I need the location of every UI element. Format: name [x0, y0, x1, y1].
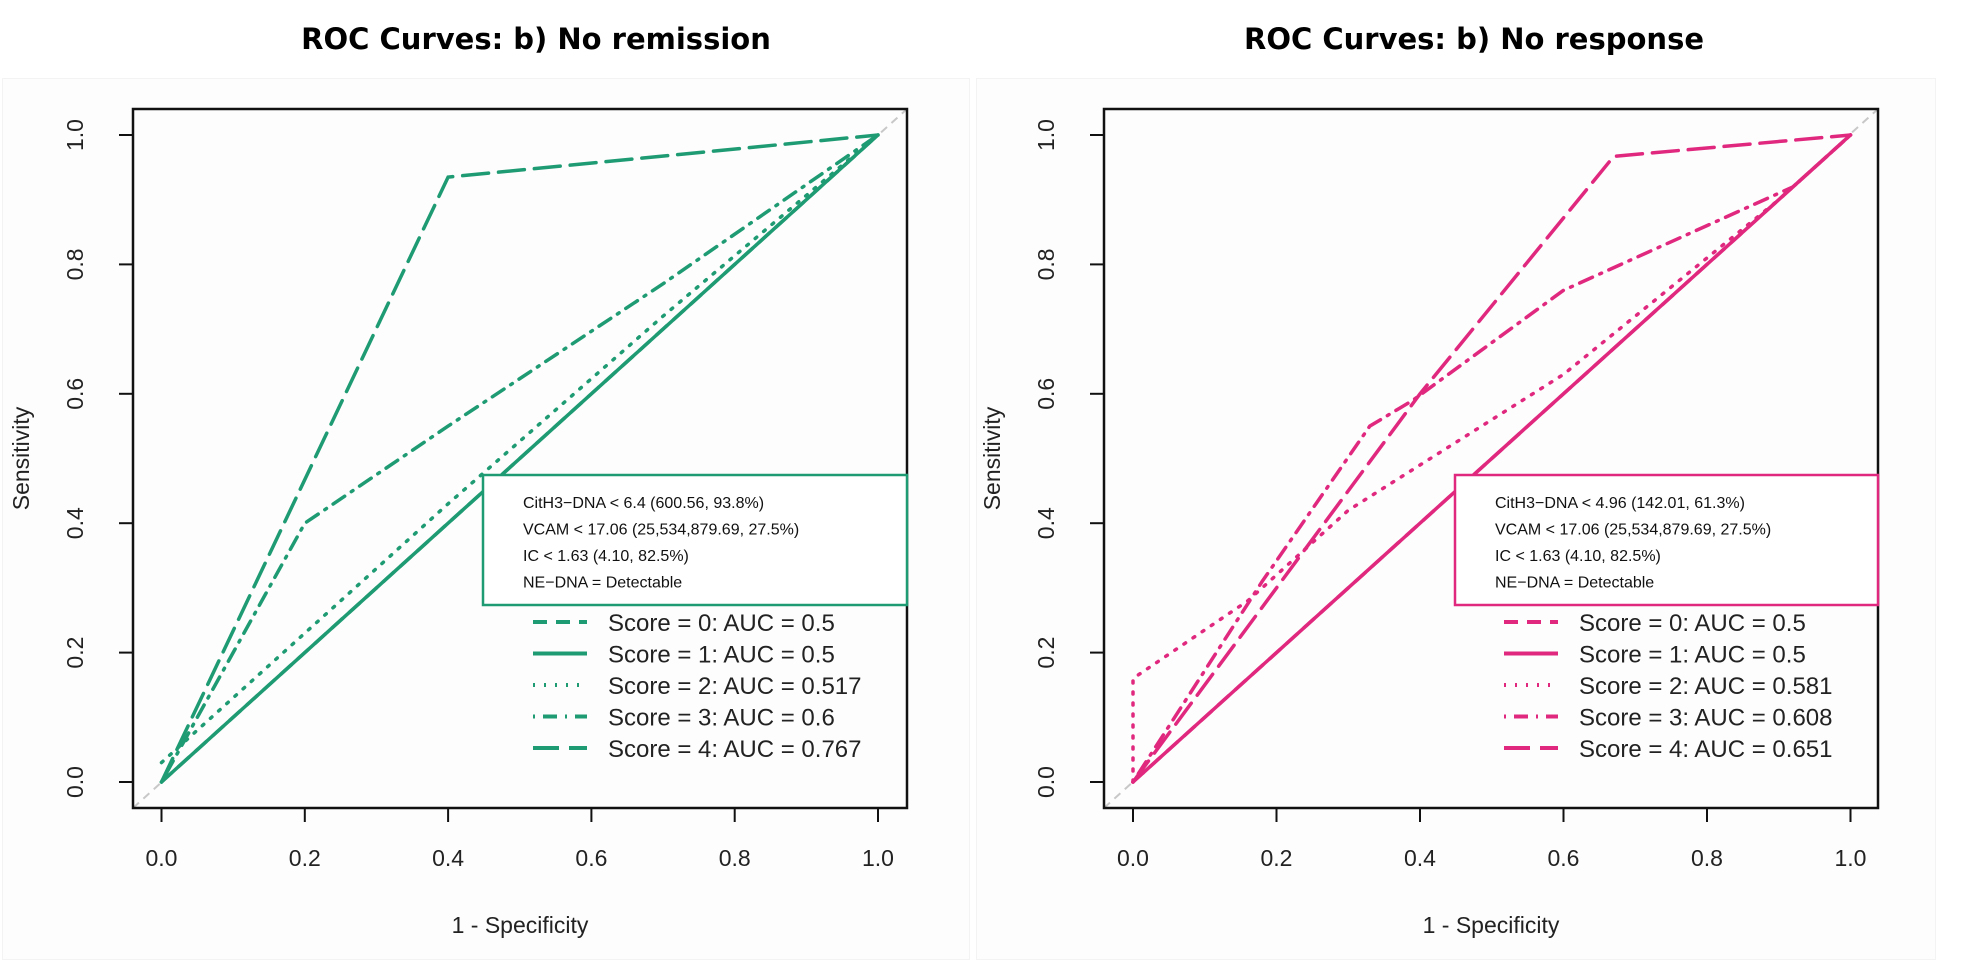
series-line-score-4	[159, 133, 880, 784]
legend-entry-score-3: Score = 3: AUC = 0.6	[608, 705, 835, 732]
cutoff-annotation-line: VCAM < 17.06 (25,534,879.69, 27.5%)	[523, 522, 799, 539]
legend-entry-score-0: Score = 0: AUC = 0.5	[608, 610, 835, 637]
x-tick-label: 0.0	[1117, 845, 1149, 871]
left-chart-title: ROC Curves: b) No remission	[301, 22, 771, 56]
x-axis-label: 1 - Specificity	[1423, 912, 1560, 938]
series-line-score-1	[159, 133, 880, 784]
series-line-score-3	[1131, 133, 1853, 784]
x-tick-label: 0.8	[719, 845, 751, 871]
x-tick-label: 0.4	[1404, 845, 1436, 871]
y-tick-label: 0.0	[1033, 766, 1059, 798]
plot-frame	[131, 107, 909, 810]
y-tick-label: 0.8	[62, 248, 88, 280]
y-tick-label: 0.6	[62, 378, 88, 410]
cutoff-annotation-line: NE−DNA = Detectable	[1495, 575, 1654, 592]
legend-entry-score-2: Score = 2: AUC = 0.581	[1579, 673, 1833, 700]
legend-entry-score-0: Score = 0: AUC = 0.5	[1579, 610, 1806, 637]
x-axis-label: 1 - Specificity	[452, 912, 589, 938]
y-tick-label: 0.8	[1033, 248, 1059, 280]
y-tick-label: 0.4	[62, 507, 88, 539]
y-tick-label: 0.6	[1033, 378, 1059, 410]
legend-entry-score-2: Score = 2: AUC = 0.517	[608, 673, 862, 700]
cutoff-annotation-line: CitH3−DNA < 6.4 (600.56, 93.8%)	[523, 495, 764, 512]
y-tick-label: 0.0	[62, 766, 88, 798]
cutoff-annotation-line: NE−DNA = Detectable	[523, 575, 682, 592]
x-tick-label: 0.6	[575, 845, 607, 871]
right-plot: 0.0 0.2 0.4 0.6 0.8 1.0 0.0 0.2 0.4 0.6 0.8 1.0 1 - …	[979, 107, 1880, 938]
x-tick-label: 0.4	[432, 845, 464, 871]
series-line-score-1	[1131, 133, 1853, 784]
plot-frame	[1102, 107, 1880, 810]
series-line-score-3	[159, 133, 880, 784]
x-tick-label: 0.6	[1548, 845, 1580, 871]
right-chart-title: ROC Curves: b) No response	[1243, 22, 1705, 56]
y-tick-label: 1.0	[1033, 119, 1059, 151]
x-tick-label: 0.8	[1691, 845, 1723, 871]
cutoff-annotation-box	[481, 473, 909, 607]
legend-entry-score-1: Score = 1: AUC = 0.5	[608, 642, 835, 669]
x-tick-label: 0.0	[146, 845, 178, 871]
cutoff-annotation-line: IC < 1.63 (4.10, 82.5%)	[523, 548, 689, 565]
x-tick-label: 1.0	[862, 845, 894, 871]
y-axis-label: Sensitivity	[8, 406, 34, 510]
x-tick-label: 1.0	[1835, 845, 1867, 871]
legend-entry-score-4: Score = 4: AUC = 0.767	[608, 736, 862, 763]
y-tick-label: 0.2	[1033, 637, 1059, 669]
y-tick-label: 0.2	[62, 637, 88, 669]
series-line-score-2	[1131, 133, 1853, 784]
cutoff-annotation-line: CitH3−DNA < 4.96 (142.01, 61.3%)	[1495, 495, 1745, 512]
left-plot: 0.0 0.2 0.4 0.6 0.8 1.0 0.0 0.2 0.4 0.6 0.8 1.0 1 - …	[8, 107, 909, 938]
cutoff-annotation-line: IC < 1.63 (4.10, 82.5%)	[1495, 548, 1661, 565]
cutoff-annotation-line: VCAM < 17.06 (25,534,879.69, 27.5%)	[1495, 522, 1771, 539]
x-tick-label: 0.2	[289, 845, 321, 871]
x-tick-label: 0.2	[1261, 845, 1293, 871]
y-tick-label: 0.4	[1033, 507, 1059, 539]
series-line-score-4	[1131, 133, 1853, 784]
y-tick-label: 1.0	[62, 119, 88, 151]
legend-entry-score-1: Score = 1: AUC = 0.5	[1579, 642, 1806, 669]
cutoff-annotation-box	[1453, 473, 1880, 607]
legend-entry-score-4: Score = 4: AUC = 0.651	[1579, 736, 1833, 763]
y-axis-label: Sensitivity	[979, 406, 1005, 510]
legend-entry-score-3: Score = 3: AUC = 0.608	[1579, 705, 1833, 732]
